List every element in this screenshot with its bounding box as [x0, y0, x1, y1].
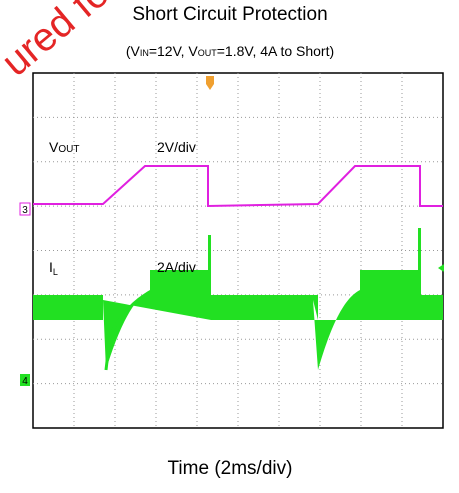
subtitle-part: (V	[126, 43, 141, 59]
subtitle-sub: IN	[140, 48, 149, 58]
channel-marker: 4	[22, 376, 28, 387]
channel-marker: 3	[22, 205, 28, 216]
chart-subtitle: (VIN=12V, VOUT=1.8V, 4A to Short)	[126, 43, 334, 59]
subtitle-part: =1.8V, 4A to Short)	[217, 43, 334, 59]
channel-scale: 2V/div	[157, 139, 196, 155]
scope-screen: VOUT 2V/div IL 2A/div	[33, 73, 444, 428]
subtitle-part: =12V, V	[149, 43, 199, 59]
watermark: ured fo	[0, 0, 117, 85]
channel-scale: 2A/div	[157, 259, 196, 275]
page: {"chart_data": {"type": "oscilloscope", …	[0, 0, 459, 488]
subtitle-sub: OUT	[198, 48, 218, 58]
chart-title: Short Circuit Protection	[132, 4, 327, 25]
chart: Short Circuit Protection (VIN=12V, VOUT=…	[0, 0, 459, 488]
channel-name-sub: OUT	[58, 144, 79, 155]
x-axis-label: Time (2ms/div)	[168, 458, 293, 479]
channel-name-sub: L	[53, 267, 58, 277]
